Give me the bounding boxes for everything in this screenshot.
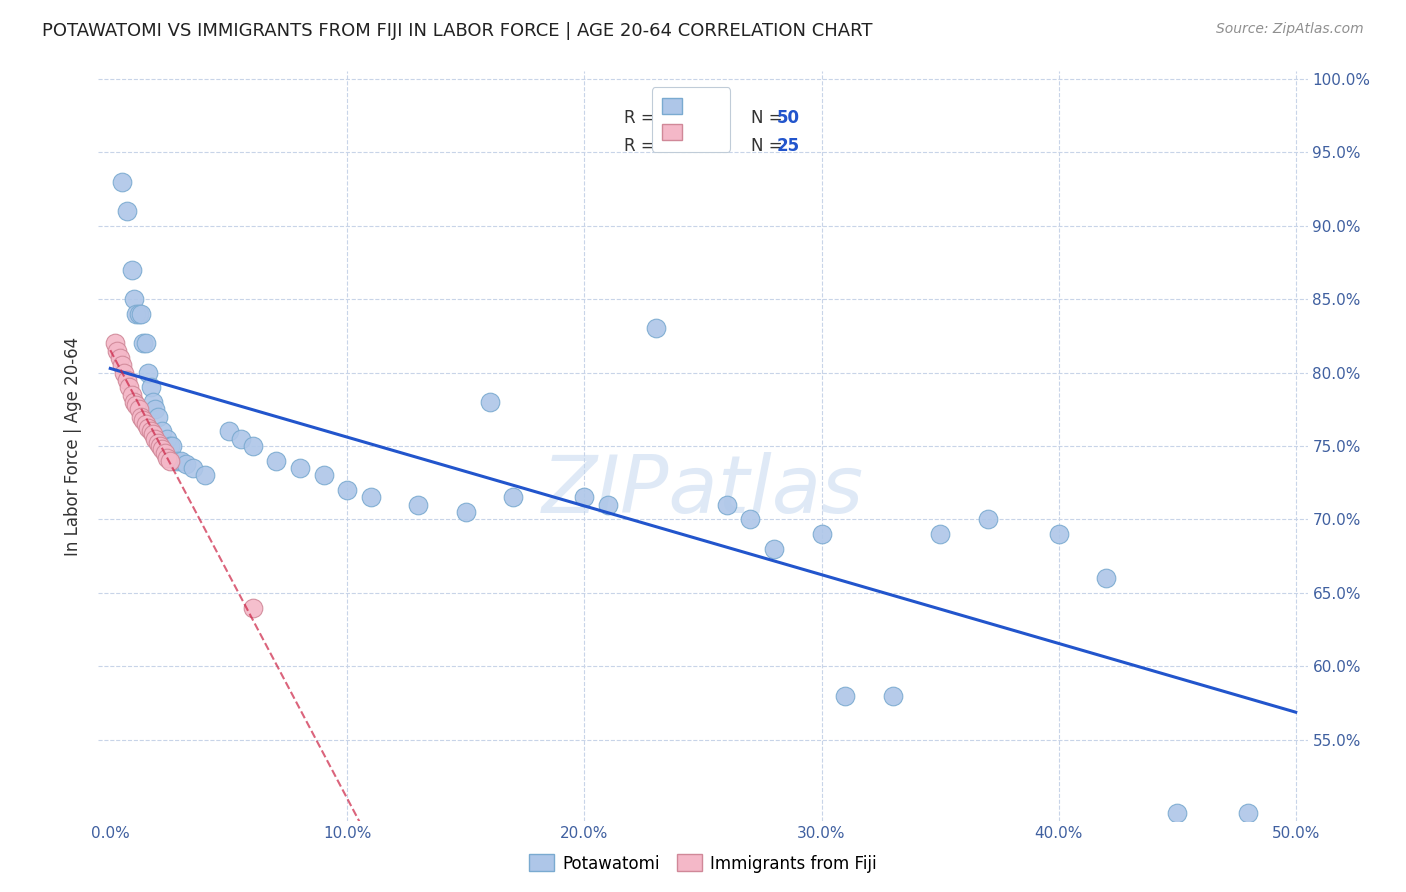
Point: [1237, 806, 1260, 821]
Point: [242, 439, 264, 453]
Text: 25: 25: [776, 137, 800, 155]
Point: [170, 453, 193, 467]
Point: [242, 600, 264, 615]
Point: [125, 398, 148, 412]
Point: [834, 689, 856, 703]
Point: [574, 491, 596, 505]
Text: N =: N =: [751, 137, 789, 155]
Point: [104, 336, 127, 351]
Point: [716, 498, 738, 512]
Point: [218, 425, 240, 439]
Point: [408, 498, 430, 512]
Point: [142, 427, 165, 442]
Point: [502, 491, 524, 505]
Point: [105, 343, 128, 358]
Text: R =: R =: [624, 109, 661, 127]
Point: [136, 421, 159, 435]
Point: [111, 358, 134, 372]
Point: [153, 446, 176, 460]
Point: [976, 512, 998, 526]
Text: ZIPatlas: ZIPatlas: [541, 452, 865, 530]
Point: [115, 203, 138, 218]
Point: [146, 409, 169, 424]
Point: [174, 457, 197, 471]
Point: [194, 468, 217, 483]
Point: [129, 409, 152, 424]
Point: [143, 402, 166, 417]
Text: -0.415: -0.415: [654, 109, 713, 127]
Point: [146, 436, 169, 450]
Point: [121, 387, 143, 401]
Point: [454, 505, 477, 519]
Point: [114, 366, 136, 380]
Point: [152, 425, 174, 439]
Legend: Potawatomi, Immigrants from Fiji: Potawatomi, Immigrants from Fiji: [523, 847, 883, 880]
Text: POTAWATOMI VS IMMIGRANTS FROM FIJI IN LABOR FORCE | AGE 20-64 CORRELATION CHART: POTAWATOMI VS IMMIGRANTS FROM FIJI IN LA…: [42, 22, 873, 40]
Point: [882, 689, 904, 703]
Point: [132, 412, 155, 426]
Point: [111, 175, 134, 189]
Point: [156, 432, 179, 446]
Point: [740, 512, 762, 526]
Y-axis label: In Labor Force | Age 20-64: In Labor Force | Age 20-64: [65, 336, 83, 556]
Point: [810, 527, 832, 541]
Point: [136, 366, 159, 380]
Point: [135, 417, 157, 431]
Text: 50: 50: [776, 109, 800, 127]
Point: [264, 453, 287, 467]
Point: [125, 307, 148, 321]
Point: [360, 491, 382, 505]
Point: [478, 395, 501, 409]
Point: [129, 307, 152, 321]
Text: -0.589: -0.589: [654, 137, 713, 155]
Point: [1047, 527, 1070, 541]
Point: [128, 307, 150, 321]
Point: [121, 262, 143, 277]
Text: R =: R =: [624, 137, 661, 155]
Point: [142, 395, 165, 409]
Point: [108, 351, 131, 365]
Point: [132, 336, 155, 351]
Point: [122, 395, 145, 409]
Point: [139, 425, 162, 439]
Point: [229, 432, 252, 446]
Point: [644, 321, 666, 335]
Point: [122, 292, 145, 306]
Point: [336, 483, 359, 497]
Text: N =: N =: [751, 109, 789, 127]
Point: [139, 380, 162, 394]
Point: [135, 336, 157, 351]
Point: [159, 439, 181, 453]
Point: [312, 468, 335, 483]
Point: [929, 527, 952, 541]
Point: [159, 453, 181, 467]
Point: [149, 439, 172, 453]
Point: [763, 541, 786, 556]
Point: [152, 442, 174, 456]
Point: [128, 402, 150, 417]
Point: [115, 373, 138, 387]
Point: [288, 461, 311, 475]
Point: [156, 450, 179, 465]
Point: [1095, 571, 1118, 585]
Point: [1166, 806, 1188, 821]
Point: [181, 461, 204, 475]
Text: Source: ZipAtlas.com: Source: ZipAtlas.com: [1216, 22, 1364, 37]
Point: [118, 380, 141, 394]
Point: [166, 453, 188, 467]
Point: [598, 498, 620, 512]
Point: [143, 432, 166, 446]
Legend:       ,       : ,: [652, 87, 730, 152]
Point: [160, 439, 183, 453]
